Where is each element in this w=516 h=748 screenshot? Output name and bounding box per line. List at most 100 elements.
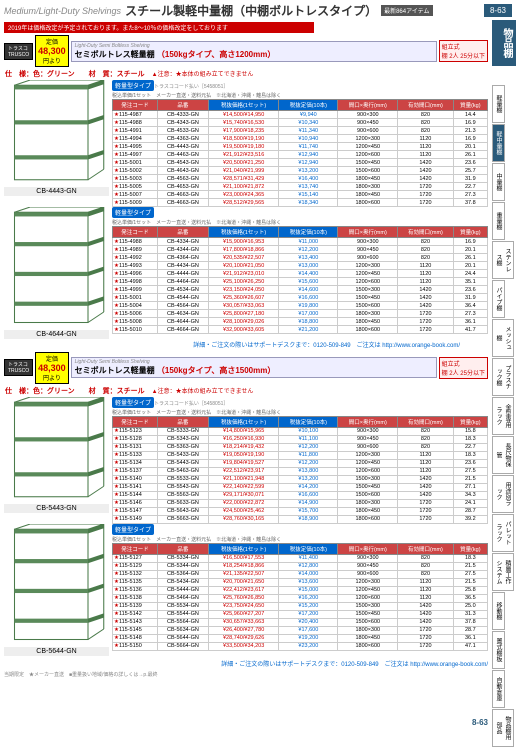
table-row: ★115-5147CB-5643-GN¥24,500/¥25,462¥15,70… [113,507,488,515]
price-1: ¥16,250/¥16,930 [208,435,279,443]
table-row: ★115-5137CB-5463-GN¥22,512/¥23,917¥13,80… [113,467,488,475]
side-cat-7[interactable]: プラスチック棚 [492,358,514,396]
content-row-0: CB-5443-GN軽量型タイプトラスココード払い［5458051］税込単価/1… [4,397,488,524]
side-cat-16[interactable]: 物品棚用部品 [492,709,514,747]
weight: 36.4 [453,302,487,310]
side-cat-5[interactable]: パイプ棚 [492,280,505,318]
order-code: ★115-5127 [113,554,158,562]
order-code: ★115-5144 [113,491,158,499]
effective-width: 1720 [398,191,453,199]
price-2: ¥11,400 [279,554,338,562]
price-2: ¥11,800 [279,451,338,459]
side-cat-14[interactable]: 置式棚板 [492,631,505,669]
table-header: 品番 [158,543,209,554]
table-header: 質量(kg) [453,227,487,238]
price-2: ¥13,400 [279,254,338,262]
product-code: CB-4664-GN [158,326,209,334]
table-row: ★115-5005CB-4653-GN¥21,100/¥21,872¥13,74… [113,183,488,191]
weight: 25.0 [453,602,487,610]
side-cat-6[interactable]: メッシュ棚 [492,319,514,357]
side-cat-0[interactable]: 軽量棚 [492,85,505,123]
product-table: 発注コード品番税抜価格(1セット)税抜定価(10本)間口×奥行(mm)有効間口(… [112,99,488,207]
effective-width: 1420 [398,475,453,483]
table-header: 品番 [158,227,209,238]
effective-width: 1720 [398,183,453,191]
price-1: ¥25,960/¥27,207 [208,610,279,618]
assembly-badge: 組立式棚 2人 25分以下 [439,40,488,62]
order-code: ★115-5137 [113,467,158,475]
dimensions: 1500×450 [338,483,398,491]
table-area: 軽量型タイプトラスココード払い［5458051］税込単価/1セット メーカー直送… [112,397,488,524]
table-area: 軽量型タイプ税込単価/1セット メーカー直送・送料元払 ※北海道・沖縄・離島は除… [112,207,488,339]
side-cat-10[interactable]: 用途別ラック [492,475,514,513]
weight: 28.7 [453,626,487,634]
side-cat-15[interactable]: 自動倉庫 [492,670,505,708]
effective-width: 1420 [398,618,453,626]
side-cat-4[interactable]: ステンレス棚 [492,241,514,279]
price-2: ¥16,600 [279,491,338,499]
product-code: CB-5563-GN [158,491,209,499]
truscode: トラスココード払い［5458051］ [154,84,228,90]
dimensions: 900×300 [338,238,398,246]
side-cat-9[interactable]: 長尺物保管 [492,436,514,474]
side-cat-1[interactable]: 軽中量棚 [492,124,505,162]
price-2: ¥15,600 [279,278,338,286]
effective-width: 1120 [398,467,453,475]
side-cat-11[interactable]: パレットラック [492,514,514,552]
dimensions: 1500×600 [338,618,398,626]
dimensions: 900×600 [338,443,398,451]
table-row: ★115-5002CB-4643-GN¥21,040/¥21,999¥13,20… [113,167,488,175]
weight: 22.7 [453,183,487,191]
table-row: ★115-4993CB-4434-GN¥20,100/¥21,050¥13,00… [113,262,488,270]
price-1: ¥15,740/¥16,530 [208,119,279,127]
effective-width: 1120 [398,586,453,594]
side-cat-8[interactable]: 金型専用ラック [492,397,514,435]
price-2: ¥16,600 [279,294,338,302]
product-code: CB-5464-GN [158,594,209,602]
product-code: CB-4543-GN [158,159,209,167]
table-row: ★115-5144CB-5563-GN¥29,171/¥30,071¥16,60… [113,491,488,499]
side-cat-2[interactable]: 中量棚 [492,163,505,201]
table-row: ★115-5140CB-5533-GN¥21,100/¥21,948¥13,20… [113,475,488,483]
table-header: 税抜定価(10本) [279,100,338,111]
price-1: ¥20,100/¥21,050 [208,262,279,270]
subheader: 税込単価/1セット メーカー直送・送料元払 ※北海道・沖縄・離島は除く [112,409,488,416]
price-1: ¥26,400/¥27,780 [208,626,279,634]
order-code: ★115-4996 [113,270,158,278]
item-count-badge: 最新864アイテム [381,5,432,16]
dimensions: 1200×450 [338,459,398,467]
table-row: ★115-5143CB-5564-GN¥30,657/¥33,663¥20,40… [113,618,488,626]
weight: 31.9 [453,294,487,302]
order-code: ★115-5003 [113,175,158,183]
dimensions: 900×450 [338,246,398,254]
dimensions: 900×450 [338,119,398,127]
product-code: CB-4663-GN [158,191,209,199]
price-2: ¥18,340 [279,199,338,207]
effective-width: 1120 [398,278,453,286]
dimensions: 900×600 [338,127,398,135]
product-code: CB-5363-GN [158,443,209,451]
dimensions: 1500×600 [338,491,398,499]
order-code: ★115-5133 [113,451,158,459]
price-1: ¥19,050/¥19,190 [208,451,279,459]
side-cat-13[interactable]: 移動棚 [492,592,505,630]
effective-width: 1720 [398,626,453,634]
page-number-bottom: 8-63 [472,718,488,727]
effective-width: 820 [398,443,453,451]
price-1: ¥17,800/¥18,866 [208,246,279,254]
product-code: CB-5634-GN [158,626,209,634]
price-1: ¥23,150/¥24,050 [208,286,279,294]
side-cat-12[interactable]: 積層工作システム [492,553,514,591]
dimensions: 1500×300 [338,602,398,610]
table-header: 有効間口(mm) [398,416,453,427]
table-row: ★115-5007CB-4663-GN¥23,000/¥24,365¥15,14… [113,191,488,199]
weight: 36.5 [453,594,487,602]
table-row: ★115-5139CB-5534-GN¥23,750/¥24,650¥15,20… [113,602,488,610]
product-code: CB-5443-GN [158,459,209,467]
side-cat-3[interactable]: 重量棚 [492,202,505,240]
price-2: ¥12,200 [279,459,338,467]
shelf-diagram: CB-5443-GN [4,397,109,524]
dimensions: 900×300 [338,111,398,119]
table-row: ★115-5131CB-5363-GN¥18,214/¥19,432¥12,20… [113,443,488,451]
weight: 41.7 [453,326,487,334]
